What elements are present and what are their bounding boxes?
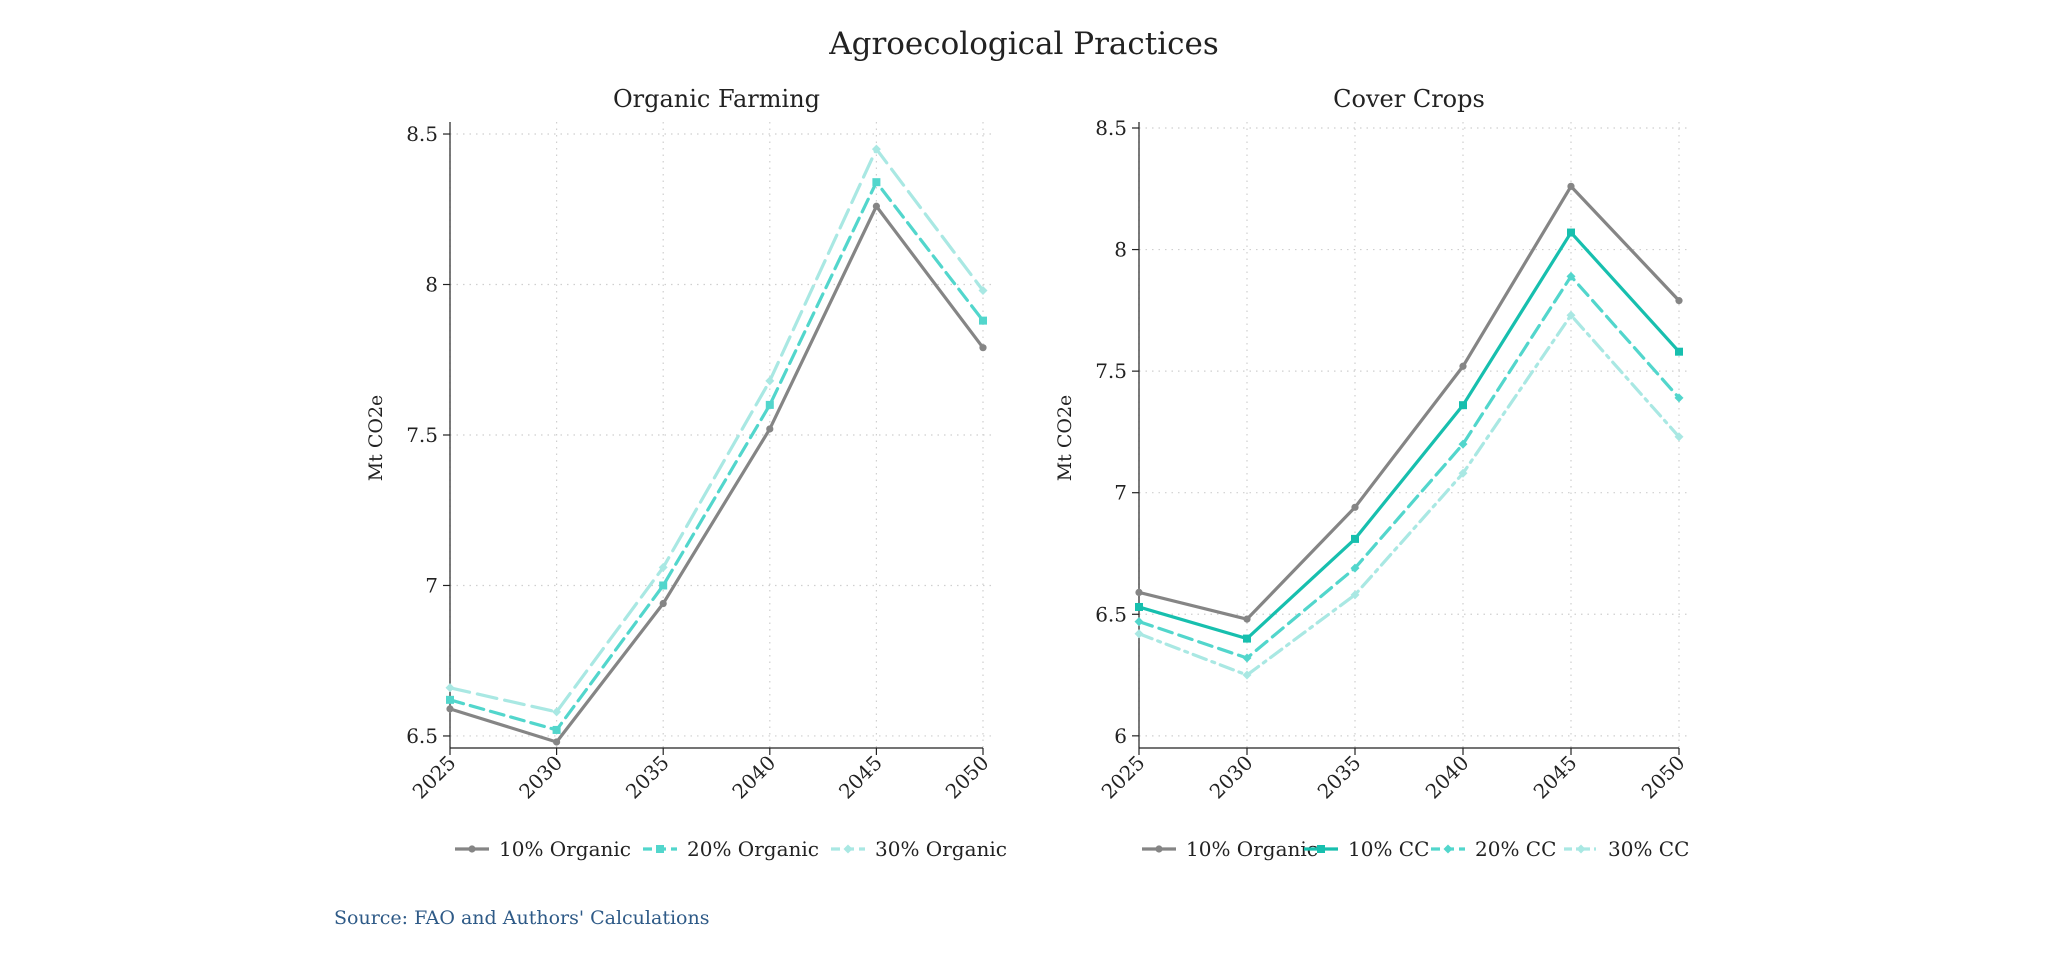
x-tick-label: 2035	[621, 751, 674, 804]
figure-title: Agroecological Practices	[828, 26, 1219, 62]
x-tick-label: 2040	[1421, 751, 1474, 804]
data-point	[1242, 670, 1252, 680]
data-point	[553, 738, 561, 746]
data-point	[1458, 468, 1468, 478]
y-tick-label: 7	[425, 573, 438, 597]
x-tick-label: 2025	[1097, 751, 1150, 804]
data-point	[1674, 432, 1684, 442]
x-tick-label: 2030	[1205, 751, 1258, 804]
data-point	[1674, 393, 1684, 403]
y-tick-label: 6	[1114, 724, 1127, 748]
x-tick-label: 2050	[941, 751, 994, 804]
data-point	[1135, 588, 1143, 596]
y-tick-label: 7	[1114, 481, 1127, 505]
data-point	[766, 425, 774, 433]
data-point	[843, 844, 853, 854]
data-point	[658, 562, 668, 572]
data-point	[872, 202, 881, 210]
legend-label: 30% Organic	[875, 837, 1007, 861]
data-point	[468, 845, 476, 853]
legend-label: 10% Organic	[1186, 837, 1318, 861]
data-point	[1566, 310, 1576, 320]
data-point	[659, 599, 667, 608]
subplot-title: Organic Farming	[613, 85, 820, 113]
panel-cover-crops: Cover Crops 6 6.5 7 7.5 8 8.5 2025 2030 2035 2040 2…	[1054, 85, 1690, 861]
data-point	[1135, 602, 1143, 611]
series-line	[1137, 230, 1681, 641]
data-point	[978, 286, 988, 296]
data-point	[1242, 653, 1252, 663]
data-point	[445, 683, 455, 693]
data-point	[446, 695, 454, 704]
y-axis-label: Mt CO2e	[365, 395, 387, 482]
x-tick-label: 2035	[1313, 751, 1366, 804]
data-point	[1243, 634, 1251, 643]
data-point	[1567, 228, 1575, 237]
data-point	[1576, 844, 1586, 854]
data-point	[1458, 439, 1468, 449]
data-point	[552, 707, 562, 717]
series-line	[1137, 184, 1681, 621]
y-tick-label: 6.5	[406, 724, 438, 748]
data-point	[979, 344, 987, 352]
panel-organic-farming: Organic Farming 6.5 7 7.5 8 8.5 2025 2030 2035 20…	[365, 85, 1007, 861]
data-point	[1566, 271, 1576, 281]
data-point	[1443, 844, 1453, 854]
y-tick-label: 7.5	[1095, 359, 1127, 383]
y-tick-label: 8.5	[1095, 116, 1127, 140]
legend-label: 10% Organic	[499, 837, 631, 861]
y-tick-label: 8	[425, 273, 438, 297]
x-tick-label: 2040	[727, 751, 780, 804]
series-line	[1137, 313, 1681, 677]
data-point	[1351, 534, 1359, 543]
data-point	[1567, 182, 1575, 190]
y-tick-label: 8	[1114, 238, 1127, 262]
data-point	[1134, 617, 1144, 627]
series-line	[448, 147, 985, 714]
subplot-title: Cover Crops	[1333, 85, 1485, 113]
data-point	[656, 845, 664, 853]
x-tick-label: 2030	[514, 751, 567, 804]
y-tick-label: 6.5	[1095, 602, 1127, 626]
series-line	[1137, 274, 1681, 660]
x-tick-label: 2045	[834, 751, 887, 804]
source-note: Source: FAO and Authors' Calculations	[334, 907, 709, 929]
data-point	[1459, 362, 1467, 370]
data-point	[659, 581, 668, 590]
x-tick-label: 2050	[1637, 751, 1690, 804]
data-point	[979, 316, 987, 325]
data-point	[872, 178, 881, 187]
data-point	[871, 144, 881, 154]
x-tick-label: 2025	[408, 751, 461, 804]
x-tick-label: 2045	[1529, 751, 1582, 804]
y-axis-label: Mt CO2e	[1054, 395, 1076, 482]
legend-label: 20% Organic	[687, 837, 819, 861]
y-tick-label: 7.5	[406, 423, 438, 447]
legend-label: 30% CC	[1608, 837, 1689, 861]
data-point	[1459, 401, 1467, 410]
series-line	[448, 180, 985, 732]
data-point	[1675, 347, 1683, 356]
legend-label: 20% CC	[1475, 837, 1556, 861]
data-point	[1350, 590, 1360, 600]
legend-label: 10% CC	[1348, 837, 1429, 861]
series-line	[448, 204, 985, 744]
data-point	[765, 376, 775, 386]
data-point	[1134, 629, 1144, 639]
y-tick-label: 8.5	[406, 122, 438, 146]
data-point	[552, 725, 561, 734]
data-point	[765, 400, 774, 409]
data-point	[1675, 297, 1683, 305]
data-point	[1317, 845, 1325, 853]
data-point	[1350, 563, 1360, 573]
data-point	[1351, 503, 1359, 511]
data-point	[1243, 615, 1251, 623]
data-point	[446, 705, 454, 713]
data-point	[1155, 845, 1163, 853]
